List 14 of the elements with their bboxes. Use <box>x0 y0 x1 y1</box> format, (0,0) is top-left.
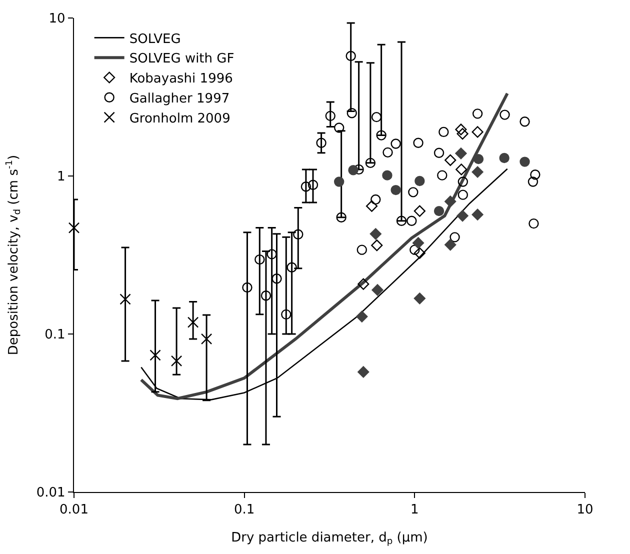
y-tick-label: 10 <box>48 12 66 27</box>
legend-label: Kobayashi 1996 <box>129 72 233 87</box>
y-tick-label: 0.1 <box>44 328 66 343</box>
x-tick-label: 0.01 <box>60 502 88 518</box>
x-tick-label: 10 <box>576 502 594 518</box>
x-tick-label: 0.1 <box>234 502 255 518</box>
legend-label: Gronholm 2009 <box>129 111 230 126</box>
x-tick-label: 1 <box>410 502 419 518</box>
x-axis-title: Dry particle diameter, d$_{p}$ (μm) <box>231 530 428 548</box>
legend-label: Gallagher 1997 <box>129 91 230 106</box>
y-tick-label: 1 <box>57 170 66 185</box>
legend-label: SOLVEG <box>129 32 181 47</box>
y-tick-label: 0.01 <box>36 486 66 501</box>
legend-label: SOLVEG with GF <box>129 52 234 67</box>
